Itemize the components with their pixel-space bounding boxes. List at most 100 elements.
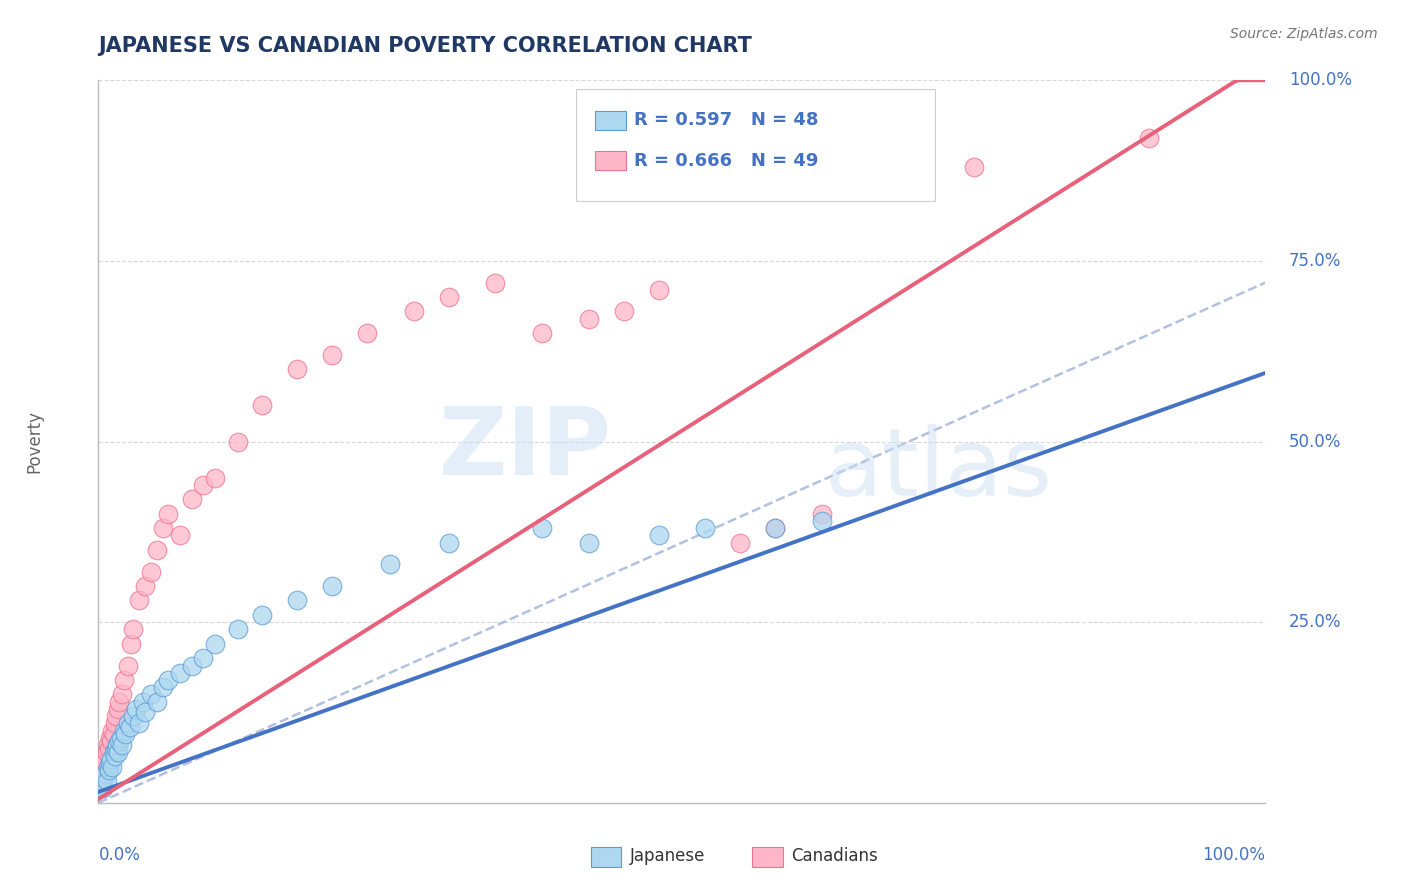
Point (321, 579, 343, 593)
Point (125, 702, 148, 716)
Point (250, 398, 273, 412)
Point (96, 745, 118, 759)
Point (111, 738, 134, 752)
Point (578, 535, 600, 549)
Point (647, 528, 669, 542)
Text: Source: ZipAtlas.com: Source: ZipAtlas.com (1230, 27, 1378, 41)
Point (104, 741, 127, 756)
Point (128, 716, 150, 731)
Point (169, 528, 191, 542)
Point (139, 687, 162, 701)
Point (530, 326, 553, 341)
Text: Poverty: Poverty (25, 410, 44, 473)
Text: 0.0%: 0.0% (98, 847, 141, 864)
Point (169, 665, 191, 680)
Point (152, 680, 174, 694)
Point (90, 778, 112, 792)
Point (122, 709, 145, 723)
Point (117, 716, 139, 731)
Point (128, 593, 150, 607)
Text: JAPANESE VS CANADIAN POVERTY CORRELATION CHART: JAPANESE VS CANADIAN POVERTY CORRELATION… (98, 36, 752, 55)
Point (97, 760, 120, 774)
Point (122, 623, 145, 637)
Point (118, 720, 141, 734)
Point (104, 748, 127, 763)
Point (103, 727, 125, 741)
Point (204, 637, 226, 651)
Point (90, 760, 112, 774)
Point (250, 607, 273, 622)
Point (193, 478, 215, 492)
Point (134, 706, 156, 720)
Point (321, 348, 343, 362)
Text: Japanese: Japanese (630, 847, 706, 865)
Point (228, 623, 250, 637)
Point (695, 521, 717, 535)
Point (90, 774, 112, 789)
Point (96, 774, 118, 789)
Point (97, 738, 120, 752)
Point (103, 745, 125, 759)
Point (90, 767, 112, 781)
Point (101, 723, 124, 738)
Point (612, 304, 634, 318)
Point (285, 593, 308, 607)
Point (356, 326, 378, 341)
Point (437, 535, 460, 549)
Point (98, 756, 121, 770)
Point (101, 760, 124, 774)
Point (146, 695, 169, 709)
Text: Canadians: Canadians (792, 847, 879, 865)
Text: R = 0.666   N = 49: R = 0.666 N = 49 (634, 152, 818, 169)
Point (811, 514, 834, 528)
Point (111, 687, 134, 701)
Point (204, 471, 226, 485)
Point (117, 658, 139, 673)
Point (108, 695, 131, 709)
Point (91, 764, 114, 778)
Point (530, 521, 553, 535)
Point (94, 767, 117, 781)
Point (112, 673, 135, 687)
Point (98, 731, 121, 745)
Text: 75.0%: 75.0% (1289, 252, 1341, 270)
Point (105, 738, 128, 752)
Point (763, 521, 786, 535)
Text: 50.0%: 50.0% (1289, 433, 1341, 450)
Point (811, 507, 834, 521)
Point (763, 521, 786, 535)
Point (578, 311, 600, 326)
Point (134, 579, 156, 593)
Point (180, 492, 202, 507)
Point (132, 695, 155, 709)
Point (146, 542, 169, 557)
Text: ZIP: ZIP (439, 403, 612, 495)
Point (104, 709, 127, 723)
Text: atlas: atlas (824, 425, 1053, 516)
Point (139, 565, 162, 579)
Point (285, 362, 308, 376)
Point (380, 558, 402, 572)
Text: 25.0%: 25.0% (1289, 613, 1341, 632)
Point (107, 745, 129, 759)
Point (157, 507, 180, 521)
Point (157, 673, 180, 687)
Point (97, 741, 120, 756)
Point (114, 727, 136, 741)
Text: 100.0%: 100.0% (1289, 71, 1351, 89)
Point (180, 658, 202, 673)
Point (104, 716, 127, 731)
Point (97, 764, 120, 778)
Point (89, 774, 111, 789)
Point (228, 434, 250, 449)
Point (100, 734, 122, 748)
Point (110, 731, 132, 745)
Point (1137, 131, 1160, 145)
Point (730, 535, 752, 549)
Point (647, 283, 669, 297)
Point (437, 290, 460, 304)
Point (962, 160, 984, 174)
Point (93, 771, 115, 785)
Text: R = 0.597   N = 48: R = 0.597 N = 48 (634, 112, 818, 129)
Point (120, 637, 142, 651)
